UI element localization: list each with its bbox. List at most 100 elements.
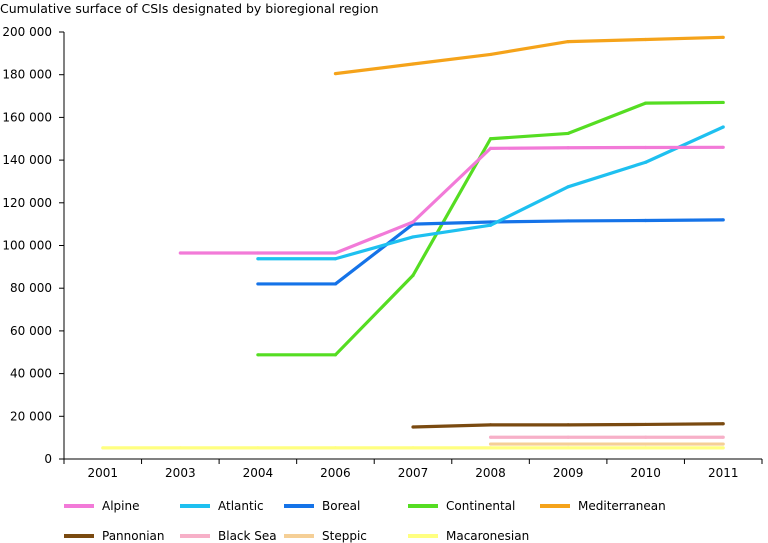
data-point-pannonian	[721, 422, 725, 426]
data-point-alpine	[178, 251, 182, 255]
legend: Alpine Atlantic Boreal Continental Mediterra…	[64, 499, 666, 543]
data-point-boreal	[488, 220, 493, 224]
data-point-alpine	[411, 220, 415, 224]
series-steppic	[488, 442, 725, 446]
data-point-boreal	[644, 218, 648, 223]
data-point-macaronesian	[566, 446, 570, 450]
legend-item-pannonian: Pannonian	[64, 529, 165, 543]
data-point-continental	[488, 137, 493, 141]
data-point-atlantic	[644, 160, 648, 164]
x-tick-label: 2010	[630, 466, 661, 480]
x-tick-label: 2006	[320, 466, 351, 480]
data-point-steppic	[488, 442, 493, 446]
data-point-pannonian	[488, 423, 493, 427]
data-point-atlantic	[333, 257, 338, 261]
data-point-macaronesian	[721, 446, 725, 450]
data-point-continental	[256, 353, 260, 357]
data-point-alpine	[566, 146, 570, 150]
y-tick-label: 80 000	[10, 281, 52, 295]
x-tick-label: 2003	[165, 466, 196, 480]
data-point-mediterranean	[411, 62, 415, 66]
legend-label-mediterranean: Mediterranean	[578, 499, 666, 513]
y-tick-label: 60 000	[10, 324, 52, 338]
legend-label-continental: Continental	[446, 499, 515, 513]
data-point-boreal	[256, 282, 260, 286]
legend-item-boreal: Boreal	[284, 499, 360, 513]
legend-label-black-sea: Black Sea	[218, 529, 277, 543]
y-tick-label: 20 000	[10, 409, 52, 423]
y-tick-label: 120 000	[2, 196, 52, 210]
x-tick-label: 2007	[398, 466, 429, 480]
data-point-black-sea	[488, 435, 493, 439]
data-point-black-sea	[721, 435, 725, 439]
series-atlantic	[256, 125, 725, 261]
data-point-continental	[566, 131, 570, 136]
x-tick-label: 2004	[243, 466, 274, 480]
data-point-boreal	[721, 218, 725, 222]
data-point-black-sea	[644, 435, 648, 439]
y-tick-label: 140 000	[2, 153, 52, 167]
data-point-black-sea	[566, 435, 570, 439]
x-tick-label: 2001	[88, 466, 119, 480]
data-point-atlantic	[488, 223, 493, 227]
y-tick-label: 0	[44, 452, 52, 466]
data-point-mediterranean	[488, 52, 493, 57]
data-point-mediterranean	[333, 72, 338, 76]
data-point-atlantic	[721, 125, 725, 129]
data-point-macaronesian	[101, 446, 105, 450]
legend-item-alpine: Alpine	[64, 499, 139, 513]
data-point-mediterranean	[721, 35, 725, 39]
data-point-mediterranean	[566, 40, 570, 44]
data-point-macaronesian	[644, 446, 648, 450]
series-alpine	[178, 145, 725, 255]
data-point-mediterranean	[644, 37, 648, 42]
series-mediterranean	[333, 35, 725, 76]
legend-item-mediterranean: Mediterranean	[540, 499, 666, 513]
legend-label-macaronesian: Macaronesian	[446, 529, 529, 543]
data-point-alpine	[256, 251, 260, 255]
data-point-pannonian	[411, 425, 415, 429]
legend-item-black-sea: Black Sea	[180, 529, 277, 543]
data-point-alpine	[644, 145, 648, 150]
series-line-alpine	[180, 145, 724, 255]
legend-label-steppic: Steppic	[322, 529, 367, 543]
y-tick-label: 160 000	[2, 110, 52, 124]
x-tick-label: 2011	[708, 466, 739, 480]
data-point-atlantic	[566, 185, 570, 189]
legend-label-boreal: Boreal	[322, 499, 360, 513]
series-line-mediterranean	[335, 35, 724, 76]
data-point-macaronesian	[333, 446, 338, 450]
legend-item-steppic: Steppic	[284, 529, 367, 543]
y-tick-label: 40 000	[10, 367, 52, 381]
data-point-boreal	[333, 282, 338, 286]
data-point-alpine	[721, 145, 725, 149]
data-point-alpine	[488, 146, 493, 150]
data-point-macaronesian	[411, 446, 415, 450]
data-point-pannonian	[566, 423, 570, 427]
data-point-continental	[411, 273, 415, 277]
data-point-continental	[644, 101, 648, 105]
legend-item-atlantic: Atlantic	[180, 499, 264, 513]
y-tick-label: 200 000	[2, 25, 52, 39]
x-tick-label: 2009	[553, 466, 584, 480]
y-tick-label: 100 000	[2, 239, 52, 253]
x-tick-label: 2008	[475, 466, 506, 480]
data-point-boreal	[566, 219, 570, 223]
series-boreal	[256, 218, 725, 286]
y-tick-label: 180 000	[2, 68, 52, 82]
legend-item-continental: Continental	[408, 499, 515, 513]
data-point-alpine	[333, 251, 338, 255]
legend-item-macaronesian: Macaronesian	[408, 529, 529, 543]
axes: 0 20 000 40 000 60 000 80 000 100 000 120 000 1…	[2, 25, 763, 480]
data-point-steppic	[566, 442, 570, 446]
data-point-steppic	[721, 442, 725, 446]
legend-label-alpine: Alpine	[102, 499, 139, 513]
data-point-steppic	[644, 442, 648, 446]
data-point-macaronesian	[178, 446, 182, 450]
data-point-macaronesian	[256, 446, 260, 450]
series-pannonian	[411, 422, 725, 429]
data-point-continental	[333, 353, 338, 357]
data-point-macaronesian	[488, 446, 493, 450]
data-point-continental	[721, 100, 725, 105]
